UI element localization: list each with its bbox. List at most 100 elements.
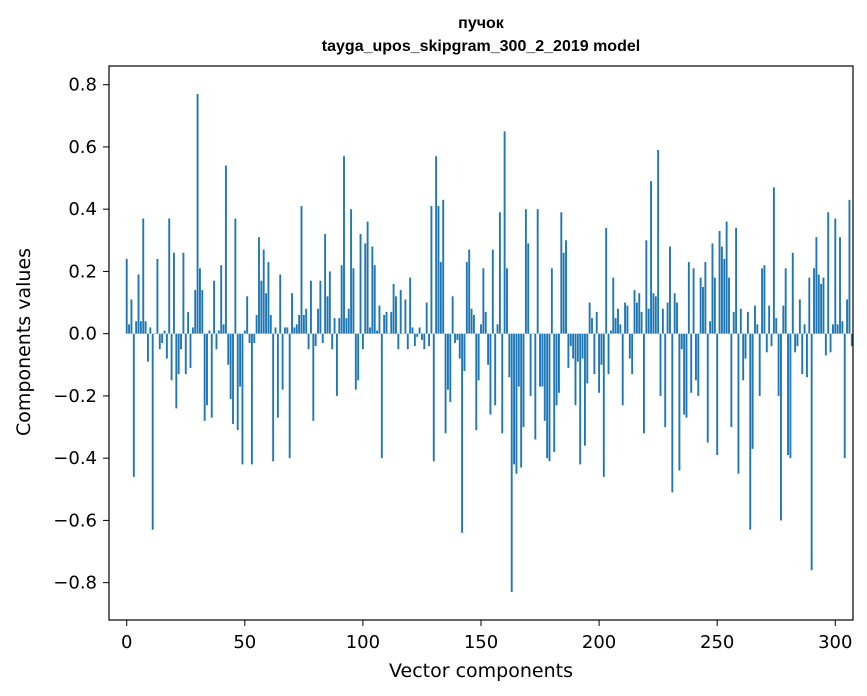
bar [432,333,435,462]
bar [177,333,180,375]
bar [470,308,473,334]
bar [163,330,166,334]
bar [451,296,454,334]
bar [227,333,230,365]
bar [416,333,419,337]
bar [463,333,466,372]
bar [421,333,423,340]
bar [343,156,345,334]
bar [593,333,596,375]
bar [156,258,159,334]
bar [617,308,619,334]
bar [317,308,319,334]
bar [260,280,263,334]
bar [383,314,386,334]
bar [768,305,771,334]
bar [586,333,589,384]
bar [498,212,501,334]
bar [739,308,742,334]
bar [713,277,716,334]
bar [409,277,412,334]
bar [555,333,558,406]
bar [305,308,308,334]
bar [758,333,761,396]
bar [475,333,478,431]
bar [813,268,815,334]
x-tick-label: 150 [464,632,498,653]
bar [626,305,629,334]
bar [149,327,152,334]
bar [411,327,414,334]
bar [801,333,804,375]
bar [276,333,279,418]
bar [302,314,305,334]
bar [501,333,504,434]
bar [217,330,220,334]
bar [201,290,204,334]
bar [449,333,452,403]
bar [671,333,674,493]
bar [203,333,206,421]
bar [468,249,471,334]
bar [524,209,527,334]
bar [456,333,459,340]
bar [352,268,355,334]
bar [534,333,537,440]
bar [619,324,622,334]
bar [340,265,343,334]
bar [250,333,253,465]
bar [732,311,735,334]
bar [454,333,456,343]
bar [491,249,494,334]
bar [591,318,593,334]
bar [125,258,128,334]
bar [831,324,834,334]
bar [510,333,513,592]
bar [640,311,643,334]
y-tick-label: −0.4 [53,448,97,469]
bar [366,221,369,334]
bar [780,333,782,521]
bar [680,333,683,350]
bar [298,314,301,334]
bar [697,333,700,396]
bar [546,333,549,459]
bar [373,265,376,334]
bar [206,333,208,406]
bar [576,333,579,362]
bar [390,311,393,334]
bar [508,333,511,378]
bar [215,333,218,350]
bar [746,311,749,334]
bar [834,218,837,334]
bar [588,302,591,334]
bar [151,333,154,530]
bar [541,333,544,387]
bar [702,286,704,334]
bar [246,296,249,334]
bar [572,333,575,359]
bar [751,333,754,449]
bar [548,333,551,462]
bar [763,265,766,334]
bar [725,221,728,334]
bar [196,94,199,334]
bar [170,333,173,381]
bar [553,333,556,452]
bar [472,314,475,334]
bar [661,308,664,334]
bar [446,333,449,390]
bar [222,324,225,334]
bar [135,321,138,334]
x-axis-ticks: 0 50 100 150 200 250 300 [121,620,852,653]
bar [522,333,525,428]
bar [489,333,492,415]
bar [699,277,702,334]
bar [602,333,605,477]
bar [430,206,433,334]
bar [574,333,577,406]
bar [279,274,282,334]
bar [706,333,709,443]
bar [761,268,764,334]
